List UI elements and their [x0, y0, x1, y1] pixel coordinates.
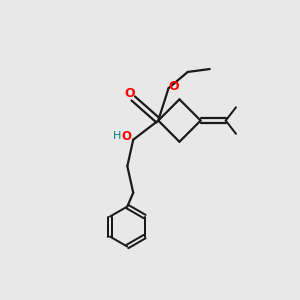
Text: O: O — [169, 80, 179, 93]
Text: O: O — [122, 130, 132, 143]
Text: H: H — [113, 131, 121, 141]
Text: O: O — [124, 87, 135, 100]
